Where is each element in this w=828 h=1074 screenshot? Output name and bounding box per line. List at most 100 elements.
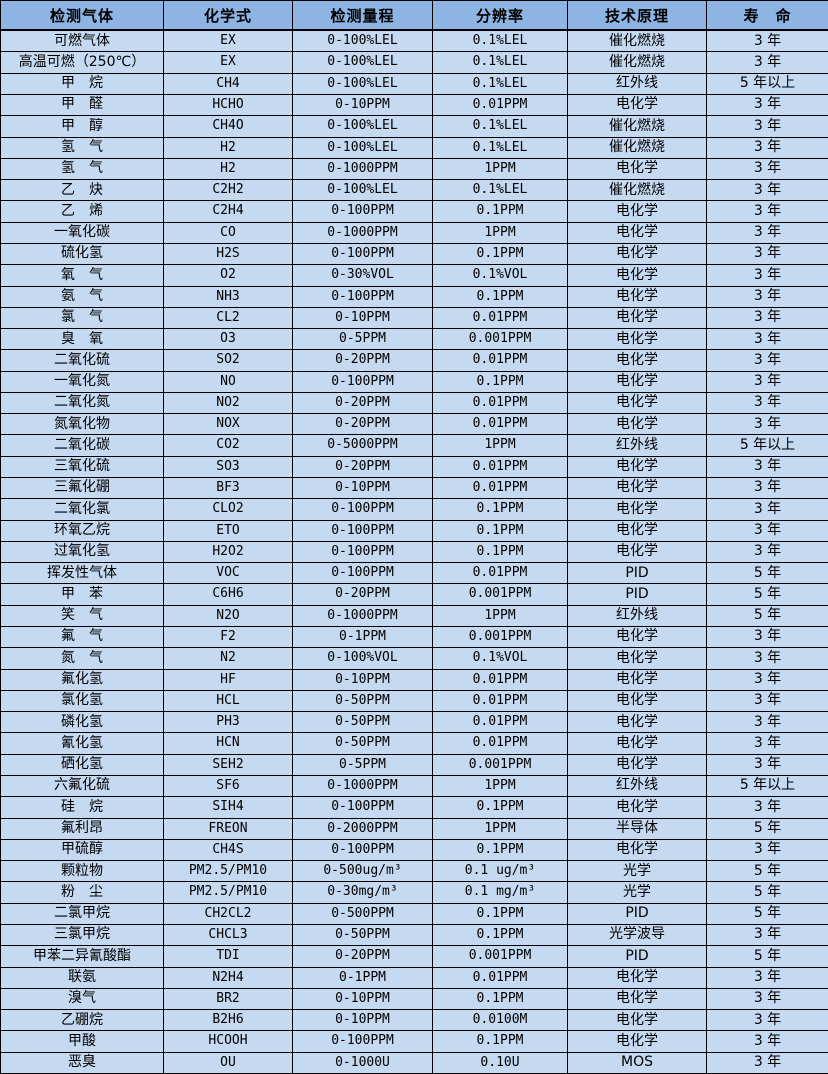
cell-gas: 六氟化硫 bbox=[0, 774, 164, 798]
table-row: 二氧化氮 NO2 0-20PPM 0.01PPM 电化学 3 年 bbox=[0, 391, 828, 415]
cell-gas: 硅 烷 bbox=[0, 796, 164, 819]
cell-gas: 颗粒物 bbox=[0, 860, 164, 883]
cell-range: 0-10PPM bbox=[292, 668, 433, 691]
cell-range: 0-1PPM bbox=[292, 966, 433, 989]
cell-principle: 电化学 bbox=[567, 306, 707, 330]
cell-formula: PH3 bbox=[163, 711, 293, 734]
cell-resolution: 0.1PPM bbox=[432, 902, 568, 925]
cell-range: 0-5000PPM bbox=[292, 434, 433, 457]
cell-range: 0-20PPM bbox=[292, 455, 433, 479]
cell-gas: 甲 苯 bbox=[0, 583, 164, 606]
cell-gas: 硫化氢 bbox=[0, 242, 164, 266]
cell-lifespan: 3 年 bbox=[706, 391, 828, 415]
cell-range: 0-10PPM bbox=[292, 93, 433, 117]
table-row: 粉 尘 PM2.5/PM10 0-30mg/m³ 0.1 mg/m³ 光学 5 年 bbox=[0, 881, 828, 904]
cell-formula: B2H6 bbox=[163, 1009, 293, 1032]
table-row: 高温可燃（250℃） EX 0-100%LEL 0.1%LEL 催化燃烧 3 年 bbox=[0, 51, 828, 74]
cell-range: 0-100%LEL bbox=[292, 29, 433, 53]
cell-principle: 电化学 bbox=[567, 626, 707, 649]
table-row: 氨 气 NH3 0-100PPM 0.1PPM 电化学 3 年 bbox=[0, 285, 828, 308]
column-header-gas: 检测气体 bbox=[0, 0, 164, 31]
table-row: 乙硼烷 B2H6 0-10PPM 0.0100M 电化学 3 年 bbox=[0, 1009, 828, 1032]
table-row: 甲 烷 CH4 0-100%LEL 0.1%LEL 红外线 5 年以上 bbox=[0, 72, 828, 95]
table-row: 氧 气 O2 0-30%VOL 0.1%VOL 电化学 3 年 bbox=[0, 264, 828, 287]
cell-resolution: 0.1 mg/m³ bbox=[432, 881, 568, 904]
cell-gas: 三氯甲烷 bbox=[0, 923, 164, 947]
cell-lifespan: 3 年 bbox=[706, 29, 828, 53]
cell-resolution: 0.1PPM bbox=[432, 519, 568, 542]
cell-resolution: 1PPM bbox=[432, 434, 568, 457]
cell-formula: NO2 bbox=[163, 391, 293, 415]
cell-lifespan: 3 年 bbox=[706, 264, 828, 287]
cell-resolution: 0.01PPM bbox=[432, 349, 568, 372]
cell-gas: 二氯甲烷 bbox=[0, 902, 164, 925]
table-row: 甲 醛 HCHO 0-10PPM 0.01PPM 电化学 3 年 bbox=[0, 93, 828, 117]
cell-formula: N2H4 bbox=[163, 966, 293, 989]
cell-range: 0-10PPM bbox=[292, 987, 433, 1011]
table-row: 二氧化氯 CLO2 0-100PPM 0.1PPM 电化学 3 年 bbox=[0, 498, 828, 521]
cell-gas: 氰化氢 bbox=[0, 732, 164, 755]
cell-formula: PM2.5/PM10 bbox=[163, 881, 293, 904]
cell-resolution: 0.1%VOL bbox=[432, 647, 568, 670]
table-row: 氟利昂 FREON 0-2000PPM 1PPM 半导体 5 年 bbox=[0, 817, 828, 840]
cell-principle: 电化学 bbox=[567, 796, 707, 819]
cell-gas: 甲硫醇 bbox=[0, 838, 164, 862]
table-row: 六氟化硫 SF6 0-1000PPM 1PPM 红外线 5 年以上 bbox=[0, 774, 828, 798]
cell-range: 0-100PPM bbox=[292, 498, 433, 521]
cell-resolution: 0.01PPM bbox=[432, 413, 568, 436]
cell-formula: C2H2 bbox=[163, 179, 293, 202]
cell-resolution: 0.10U bbox=[432, 1051, 568, 1074]
cell-gas: 硒化氢 bbox=[0, 753, 164, 776]
cell-principle: 电化学 bbox=[567, 413, 707, 436]
cell-formula: SO3 bbox=[163, 455, 293, 479]
cell-gas: 二氧化氯 bbox=[0, 498, 164, 521]
cell-formula: N2O bbox=[163, 604, 293, 628]
cell-principle: 半导体 bbox=[567, 817, 707, 840]
cell-range: 0-5PPM bbox=[292, 753, 433, 776]
cell-lifespan: 3 年 bbox=[706, 477, 828, 500]
table-row: 笑 气 N2O 0-1000PPM 1PPM 红外线 5 年 bbox=[0, 604, 828, 628]
cell-range: 0-50PPM bbox=[292, 732, 433, 755]
cell-lifespan: 3 年 bbox=[706, 498, 828, 521]
cell-principle: 光学 bbox=[567, 881, 707, 904]
cell-lifespan: 3 年 bbox=[706, 157, 828, 181]
cell-range: 0-20PPM bbox=[292, 349, 433, 372]
cell-principle: 催化燃烧 bbox=[567, 29, 707, 53]
cell-gas: 高温可燃（250℃） bbox=[0, 51, 164, 74]
cell-lifespan: 3 年 bbox=[706, 1030, 828, 1053]
cell-principle: PID bbox=[567, 583, 707, 606]
cell-resolution: 0.1 ug/m³ bbox=[432, 860, 568, 883]
cell-gas: 氧 气 bbox=[0, 264, 164, 287]
cell-gas: 乙 炔 bbox=[0, 179, 164, 202]
cell-gas: 恶臭 bbox=[0, 1051, 164, 1074]
table-row: 三氯甲烷 CHCL3 0-50PPM 0.1PPM 光学波导 3 年 bbox=[0, 923, 828, 947]
cell-range: 0-100PPM bbox=[292, 796, 433, 819]
cell-resolution: 1PPM bbox=[432, 157, 568, 181]
cell-lifespan: 3 年 bbox=[706, 838, 828, 862]
cell-gas: 甲苯二异氰酸酯 bbox=[0, 945, 164, 968]
cell-formula: C2H4 bbox=[163, 200, 293, 223]
cell-range: 0-30mg/m³ bbox=[292, 881, 433, 904]
table-row: 氮 气 N2 0-100%VOL 0.1%VOL 电化学 3 年 bbox=[0, 647, 828, 670]
cell-gas: 笑 气 bbox=[0, 604, 164, 628]
cell-principle: 电化学 bbox=[567, 221, 707, 244]
cell-gas: 氢 气 bbox=[0, 157, 164, 181]
cell-gas: 氢 气 bbox=[0, 136, 164, 159]
cell-formula: EX bbox=[163, 29, 293, 53]
cell-principle: 电化学 bbox=[567, 370, 707, 393]
cell-formula: CO2 bbox=[163, 434, 293, 457]
cell-gas: 磷化氢 bbox=[0, 711, 164, 734]
cell-range: 0-100%LEL bbox=[292, 51, 433, 74]
cell-lifespan: 5 年 bbox=[706, 817, 828, 840]
cell-lifespan: 3 年 bbox=[706, 540, 828, 564]
cell-formula: VOC bbox=[163, 562, 293, 585]
cell-gas: 溴气 bbox=[0, 987, 164, 1011]
cell-resolution: 0.01PPM bbox=[432, 732, 568, 755]
cell-resolution: 0.1PPM bbox=[432, 1030, 568, 1053]
cell-lifespan: 3 年 bbox=[706, 242, 828, 266]
table-row: 环氧乙烷 ETO 0-100PPM 0.1PPM 电化学 3 年 bbox=[0, 519, 828, 542]
cell-formula: CLO2 bbox=[163, 498, 293, 521]
cell-gas: 甲 醇 bbox=[0, 115, 164, 138]
cell-range: 0-10PPM bbox=[292, 1009, 433, 1032]
cell-resolution: 0.01PPM bbox=[432, 711, 568, 734]
